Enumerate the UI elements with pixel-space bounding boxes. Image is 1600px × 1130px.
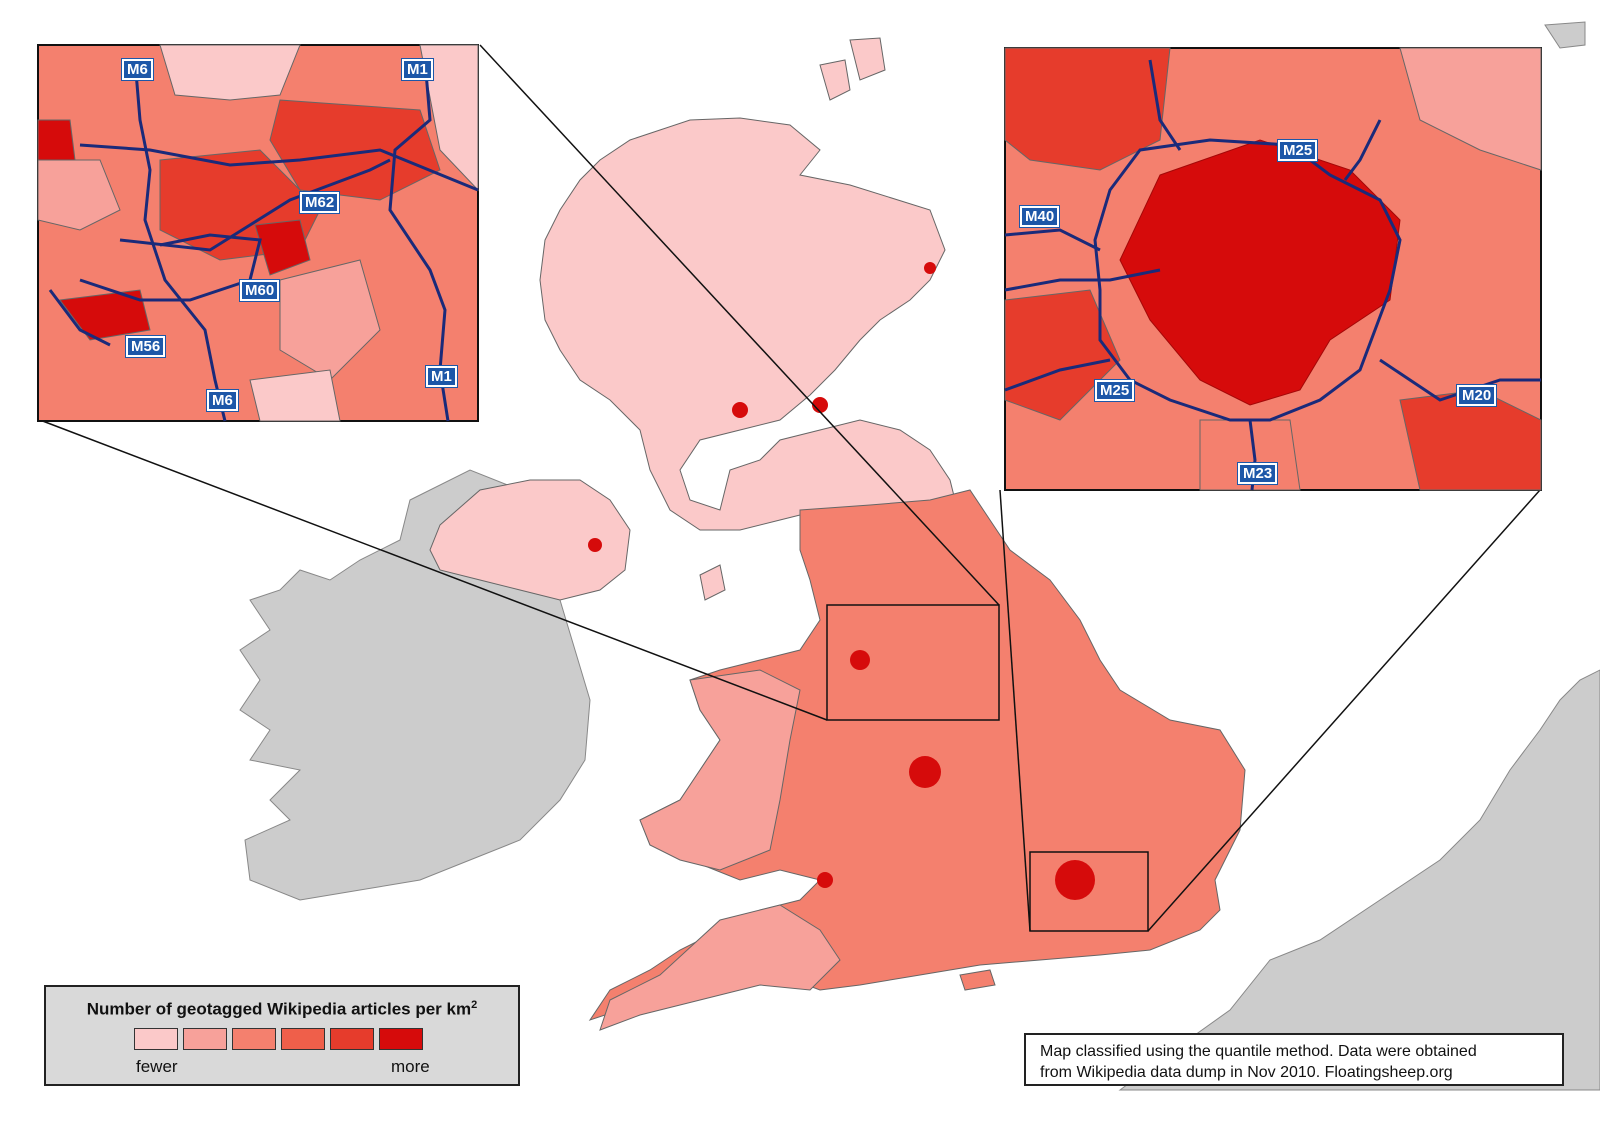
legend-swatches bbox=[134, 1028, 423, 1050]
isle-of-man bbox=[699, 564, 726, 601]
shield-m23: M23 bbox=[1236, 462, 1279, 485]
map-legend: Number of geotagged Wikipedia articles p… bbox=[44, 985, 520, 1086]
shield-m20: M20 bbox=[1455, 384, 1498, 407]
source-note-line-1: Map classified using the quantile method… bbox=[1040, 1043, 1477, 1060]
england-wales-region bbox=[588, 489, 1246, 1021]
legend-swatch-2 bbox=[183, 1028, 227, 1050]
shield-m62: M62 bbox=[298, 191, 341, 214]
shield-m6-top: M6 bbox=[121, 58, 154, 81]
shield-m25-top: M25 bbox=[1276, 139, 1319, 162]
source-note: Map classified using the quantile method… bbox=[1024, 1033, 1564, 1086]
inset-connectors bbox=[39, 44, 1541, 932]
shield-m6-bottom: M6 bbox=[206, 389, 239, 412]
legend-swatch-5 bbox=[330, 1028, 374, 1050]
shield-m25-bottom: M25 bbox=[1093, 379, 1136, 402]
zoom-box-london bbox=[1029, 851, 1149, 932]
shield-m40: M40 bbox=[1018, 205, 1061, 228]
shield-m60: M60 bbox=[238, 279, 281, 302]
isle-of-wight bbox=[959, 969, 996, 991]
europe-landmass bbox=[1118, 669, 1600, 1091]
legend-title: Number of geotagged Wikipedia articles p… bbox=[86, 999, 478, 1019]
legend-swatch-6 bbox=[379, 1028, 423, 1050]
zoom-box-manchester bbox=[826, 604, 1000, 721]
legend-swatch-1 bbox=[134, 1028, 178, 1050]
legend-swatch-4 bbox=[281, 1028, 325, 1050]
legend-high-label: more bbox=[391, 1057, 430, 1076]
scotland-region bbox=[539, 117, 956, 531]
shield-m1-top: M1 bbox=[401, 58, 434, 81]
inset-london bbox=[1004, 47, 1542, 491]
legend-low-label: fewer bbox=[136, 1057, 178, 1076]
source-note-line-2: from Wikipedia data dump in Nov 2010. Fl… bbox=[1040, 1064, 1453, 1081]
shield-m56: M56 bbox=[124, 335, 167, 358]
europe-landmass-north bbox=[1544, 21, 1586, 49]
wales-region bbox=[639, 669, 801, 871]
southwest-region bbox=[599, 904, 841, 1031]
shield-m1-bottom: M1 bbox=[425, 365, 458, 388]
urban-hotspots bbox=[588, 262, 1095, 900]
northern-ireland-region bbox=[429, 479, 631, 601]
legend-swatch-3 bbox=[232, 1028, 276, 1050]
inset-manchester bbox=[37, 44, 479, 422]
northern-isles bbox=[819, 37, 886, 101]
